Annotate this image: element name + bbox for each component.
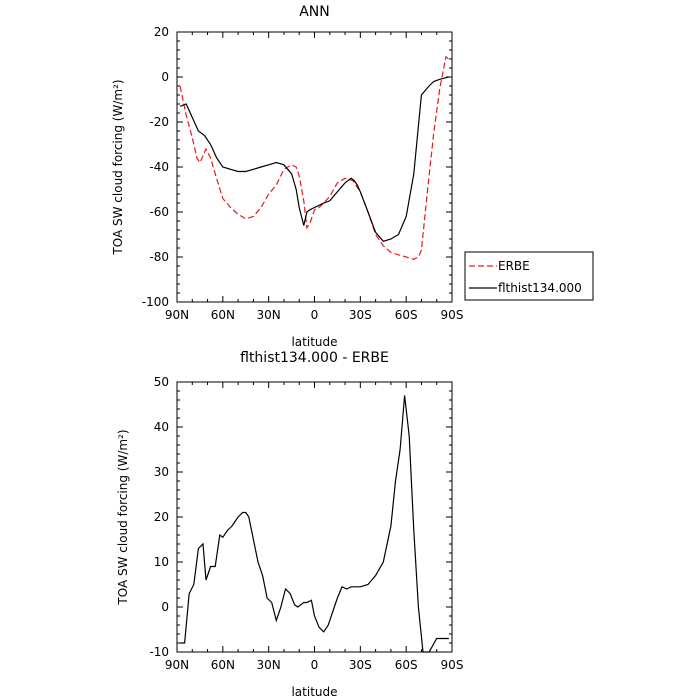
x-tick-label: 30S <box>349 658 372 672</box>
y-tick-label: -10 <box>149 645 169 659</box>
chart-title: flthist134.000 - ERBE <box>240 350 389 366</box>
series-line-1 <box>179 76 450 242</box>
x-tick-label: 30S <box>349 308 372 322</box>
y-tick-label: 20 <box>154 25 169 39</box>
x-axis-label: latitude <box>291 335 337 349</box>
x-tick-label: 30N <box>257 658 281 672</box>
series-line-0 <box>180 395 449 653</box>
series-line-0 <box>179 55 450 260</box>
x-tick-label: 0 <box>311 308 319 322</box>
x-tick-label: 0 <box>311 658 319 672</box>
y-tick-label: -60 <box>149 205 169 219</box>
y-tick-label: -80 <box>149 250 169 264</box>
y-tick-label: 0 <box>161 70 169 84</box>
chart-annual-cloud-forcing: ANN 90N 60N 30N 0 30S 60S 90S 20 0 -20 -40 -60 -80 -10… <box>111 4 594 349</box>
chart-difference: flthist134.000 - ERBE 90N 60N 30N 0 30S 60S 90S… <box>116 350 463 699</box>
y-tick-label: -20 <box>149 115 169 129</box>
y-tick-label: 40 <box>154 420 169 434</box>
plot-frame <box>176 31 453 303</box>
y-tick-label: -100 <box>142 295 169 309</box>
y-tick-label: 0 <box>161 600 169 614</box>
x-tick-label: 60S <box>395 308 418 322</box>
x-tick-label: 90N <box>165 658 189 672</box>
y-axis-label: TOA SW cloud forcing (W/m²) <box>111 79 125 255</box>
x-tick-label: 60S <box>395 658 418 672</box>
x-tick-label: 30N <box>257 308 281 322</box>
x-tick-label: 60N <box>211 308 235 322</box>
legend-box <box>464 251 594 301</box>
legend-label: flthist134.000 <box>498 281 582 295</box>
y-tick-label: 50 <box>154 375 169 389</box>
legend: ERBE flthist134.000 <box>464 251 594 301</box>
y-axis-label: TOA SW cloud forcing (W/m²) <box>116 429 130 605</box>
legend-label: ERBE <box>498 259 530 273</box>
x-tick-label: 90N <box>165 308 189 322</box>
x-tick-label: 90S <box>441 308 464 322</box>
x-tick-label: 60N <box>211 658 235 672</box>
y-tick-label: 30 <box>154 465 169 479</box>
y-tick-label: 20 <box>154 510 169 524</box>
chart-title: ANN <box>299 4 330 20</box>
x-axis-label: latitude <box>291 685 337 699</box>
y-tick-label: -40 <box>149 160 169 174</box>
x-tick-label: 90S <box>441 658 464 672</box>
plot-frame <box>176 381 453 653</box>
y-tick-label: 10 <box>154 555 169 569</box>
